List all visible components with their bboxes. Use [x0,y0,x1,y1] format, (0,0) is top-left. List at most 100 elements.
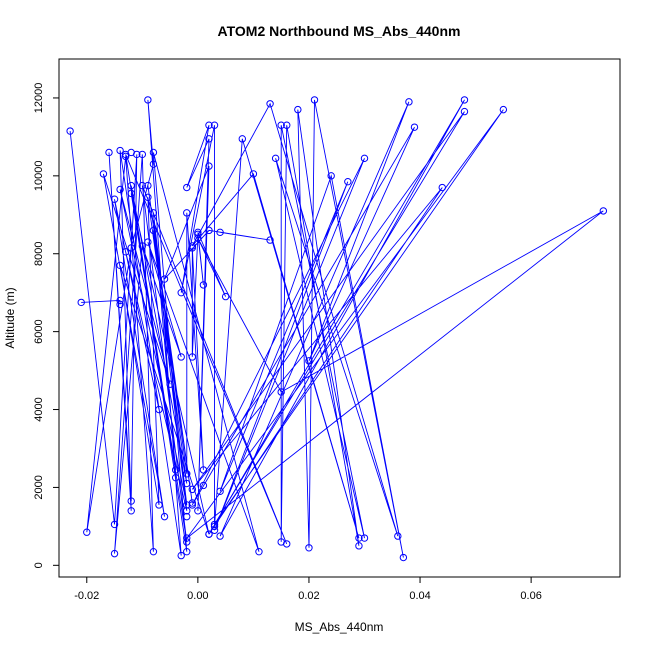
data-point [355,534,363,542]
data-point [144,181,152,190]
data-point [105,148,113,157]
y-axis-label: Altitude (m) [3,287,17,348]
data-point [310,96,319,104]
data-point [127,497,135,505]
y-tick-label: 2000 [33,475,45,499]
data-point [199,481,208,490]
data-point [205,162,213,170]
data-point [155,405,163,414]
data-point [410,123,419,131]
data-point [138,242,147,250]
series-line [69,99,604,558]
data-point [216,532,224,540]
data-point [221,292,230,301]
data-point [116,296,124,305]
data-point [394,532,402,540]
data-point [127,244,135,252]
data-point [183,183,191,192]
data-point [194,228,202,237]
data-point [210,520,219,529]
y-tick-label: 12000 [33,83,45,114]
data-point [66,127,74,135]
x-tick-label: 0.06 [520,590,541,602]
y-axis: 0 2000 4000 6000 8000 10000 12000 [33,83,60,568]
data-point [166,380,174,388]
data-point [238,135,246,143]
series-points [66,96,608,562]
x-axis: -0.02 0.00 0.02 0.04 0.06 [74,576,542,602]
x-axis-label: MS_Abs_440nm [295,620,384,634]
series-segment [81,300,121,303]
data-point [194,507,202,515]
data-point [210,526,219,534]
data-point [266,100,274,108]
data-point [499,105,508,114]
data-point [138,150,147,159]
data-point [355,542,363,550]
data-point [194,230,202,238]
x-tick-label: 0.00 [187,590,208,602]
data-point [183,547,191,556]
data-point [205,121,213,129]
chart-title: ATOM2 Northbound MS_Abs_440nm [218,23,461,39]
data-point [149,148,158,157]
x-tick-label: 0.04 [409,590,430,602]
data-point [183,209,191,217]
data-point [183,470,191,478]
data-point [110,520,119,529]
data-point [171,473,180,482]
data-point [171,466,180,474]
data-point [77,298,85,307]
data-point [249,170,258,178]
data-point [144,96,152,104]
data-point [199,466,208,474]
data-point [116,261,124,270]
data-point [127,189,135,198]
y-tick-label: 8000 [33,241,45,265]
data-point [183,479,191,488]
data-point [305,357,313,365]
data-point [344,177,352,186]
data-point [599,207,608,215]
data-point [360,154,369,163]
data-point [277,388,285,396]
y-tick-label: 10000 [33,161,45,192]
y-tick-label: 6000 [33,319,45,343]
data-point [266,236,274,244]
data-point [116,300,124,309]
data-point [188,244,197,252]
data-point [144,238,152,246]
data-point [194,234,202,242]
data-point [121,248,130,256]
data-point [210,522,219,531]
data-point [277,538,285,546]
data-point [127,148,135,157]
data-point [83,528,91,536]
data-point [294,105,302,114]
data-point [271,154,280,163]
data-point [116,185,124,194]
data-point [183,507,191,515]
data-point [127,181,135,190]
data-point [183,538,191,546]
data-point [283,121,291,129]
y-tick-label: 0 [33,562,45,568]
data-point [127,507,135,515]
data-point [138,181,147,190]
data-point [460,107,469,116]
data-point [460,96,469,104]
data-point [160,512,169,521]
data-point [121,152,130,161]
series-lines [69,99,604,558]
data-point [277,121,285,129]
data-point [327,172,335,180]
data-point [438,183,446,192]
data-point [177,353,185,361]
data-point [188,242,197,250]
data-point [177,551,185,560]
data-point [188,353,197,361]
data-point [155,501,163,509]
data-point [216,487,224,496]
